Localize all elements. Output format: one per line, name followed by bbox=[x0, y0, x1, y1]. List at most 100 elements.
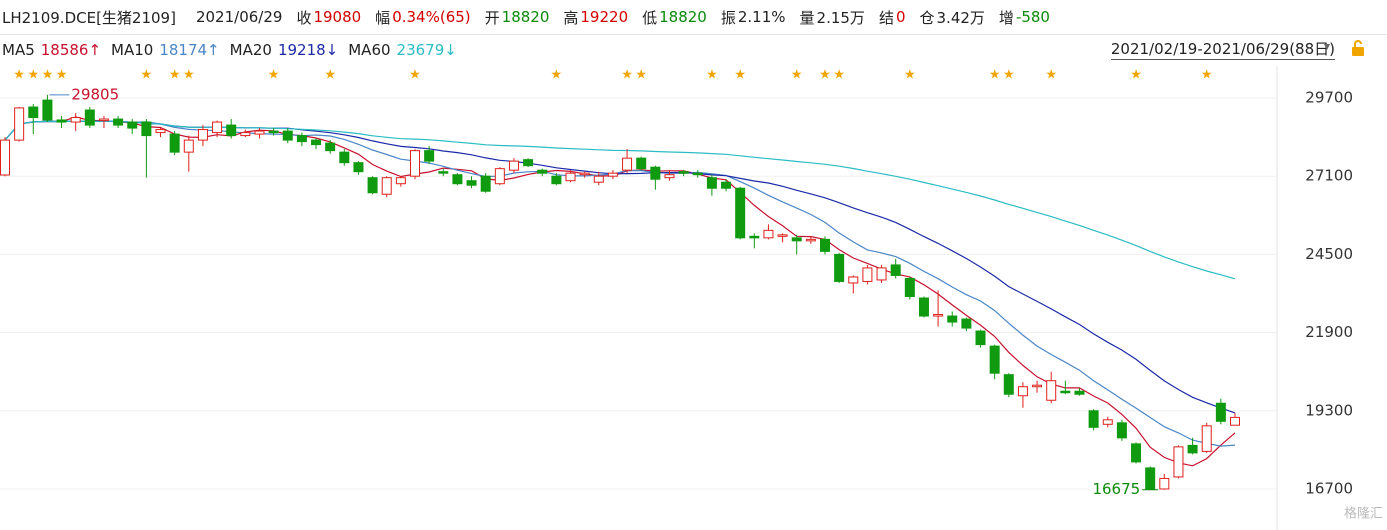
candle-body bbox=[155, 129, 166, 134]
field-label: 结 bbox=[878, 8, 894, 27]
candle-body bbox=[1017, 386, 1028, 397]
event-marker: ★ bbox=[989, 68, 1001, 83]
legend-label: MA20 bbox=[229, 41, 272, 59]
date-range[interactable]: 2021/02/19-2021/06/29(88日) bbox=[1110, 40, 1335, 60]
candle-body bbox=[296, 135, 307, 143]
candle-body bbox=[805, 238, 816, 242]
legend-value: 18586↑ bbox=[40, 41, 102, 59]
event-marker: ★ bbox=[268, 68, 280, 83]
candle-body bbox=[1173, 446, 1184, 478]
field-label: 高 bbox=[563, 8, 579, 27]
field-label: 收 bbox=[296, 8, 312, 27]
candle-body bbox=[876, 267, 887, 281]
field-value: 2.11% bbox=[737, 8, 786, 26]
candle-body bbox=[1145, 467, 1156, 490]
candle-body bbox=[989, 345, 1000, 374]
field-label: 增 bbox=[998, 8, 1014, 27]
event-marker: ★ bbox=[169, 68, 181, 83]
dropdown-icon[interactable] bbox=[1324, 44, 1330, 50]
candle-body bbox=[763, 229, 774, 239]
field-value: 3.42万 bbox=[936, 8, 985, 27]
legend-label: MA5 bbox=[2, 41, 35, 59]
candle-body bbox=[706, 177, 717, 189]
candle-body bbox=[1102, 419, 1113, 425]
candle-body bbox=[537, 169, 548, 174]
candle-body bbox=[141, 121, 152, 137]
candle-body bbox=[494, 168, 505, 185]
annotation: 16675 bbox=[1092, 480, 1140, 498]
candle-body bbox=[70, 117, 81, 123]
field-value: 0.34%(65) bbox=[392, 8, 471, 26]
candle-body bbox=[480, 175, 491, 192]
candle-body bbox=[240, 132, 251, 137]
candle-body bbox=[1230, 416, 1240, 426]
ma-line bbox=[4, 120, 1236, 447]
candle-body bbox=[212, 121, 223, 134]
event-marker: ★ bbox=[27, 68, 39, 83]
candle-body bbox=[268, 130, 279, 134]
field-value: 18820 bbox=[659, 8, 707, 26]
candle-body bbox=[933, 314, 944, 317]
candle-body bbox=[1187, 444, 1198, 454]
candle-body bbox=[325, 142, 336, 152]
event-marker: ★ bbox=[183, 68, 195, 83]
candle-body bbox=[1074, 390, 1085, 395]
event-marker: ★ bbox=[1045, 68, 1057, 83]
candle-body bbox=[1032, 384, 1043, 388]
event-marker: ★ bbox=[1130, 68, 1142, 83]
candle-body bbox=[254, 130, 265, 135]
ma-line bbox=[4, 120, 1236, 414]
candle-body bbox=[183, 139, 194, 153]
candle-body bbox=[169, 133, 180, 153]
event-marker: ★ bbox=[551, 68, 563, 83]
event-marker: ★ bbox=[791, 68, 803, 83]
legend-value: 19218↓ bbox=[277, 41, 339, 59]
event-marker: ★ bbox=[56, 68, 68, 83]
candle-body bbox=[579, 172, 590, 176]
event-marker: ★ bbox=[734, 68, 746, 83]
candle-body bbox=[1131, 443, 1142, 463]
y-tick-label: 29700 bbox=[1305, 88, 1353, 106]
candle-body bbox=[424, 150, 435, 162]
quote-header: LH2109.DCE[生猪2109] 2021/06/29 收 19080 幅 0.3… bbox=[0, 0, 1387, 35]
candle-body bbox=[353, 162, 364, 173]
candle-body bbox=[311, 139, 322, 146]
candle-body bbox=[749, 235, 760, 239]
event-marker: ★ bbox=[409, 68, 421, 83]
candle-body bbox=[777, 234, 788, 237]
date: 2021/06/29 bbox=[195, 8, 283, 26]
candle-body bbox=[1046, 380, 1057, 401]
candle-body bbox=[438, 171, 449, 174]
ma-layer bbox=[4, 116, 1236, 467]
candle-body bbox=[551, 175, 562, 185]
event-marker: ★ bbox=[706, 68, 718, 83]
event-marker: ★ bbox=[1201, 68, 1213, 83]
candle-body bbox=[820, 238, 830, 252]
candle-body bbox=[466, 180, 477, 186]
candle-body bbox=[918, 297, 929, 317]
legend-value: 18174↑ bbox=[159, 41, 220, 59]
candle-body bbox=[1201, 425, 1212, 452]
field-label: 量 bbox=[799, 8, 815, 27]
y-tick-label: 16700 bbox=[1305, 479, 1353, 497]
candle-body bbox=[1088, 410, 1099, 428]
field-label: 仓 bbox=[919, 8, 935, 27]
candle-body bbox=[127, 121, 138, 129]
event-marker: ★ bbox=[635, 68, 647, 83]
candle-body bbox=[42, 99, 53, 121]
candle-body bbox=[947, 315, 958, 323]
y-tick-label: 27100 bbox=[1305, 167, 1353, 185]
candle-body bbox=[862, 267, 873, 282]
ma-line bbox=[4, 116, 1236, 467]
candle-body bbox=[508, 160, 519, 171]
candle-body bbox=[197, 129, 208, 141]
lock-icon[interactable] bbox=[1352, 47, 1364, 56]
field-value: 0 bbox=[895, 8, 906, 26]
candle-body bbox=[607, 172, 618, 177]
candle-body bbox=[975, 330, 986, 346]
candle-body bbox=[1003, 374, 1014, 395]
ma-line bbox=[4, 120, 1236, 280]
candle-body bbox=[452, 174, 463, 185]
field-value: 2.15万 bbox=[816, 8, 865, 27]
